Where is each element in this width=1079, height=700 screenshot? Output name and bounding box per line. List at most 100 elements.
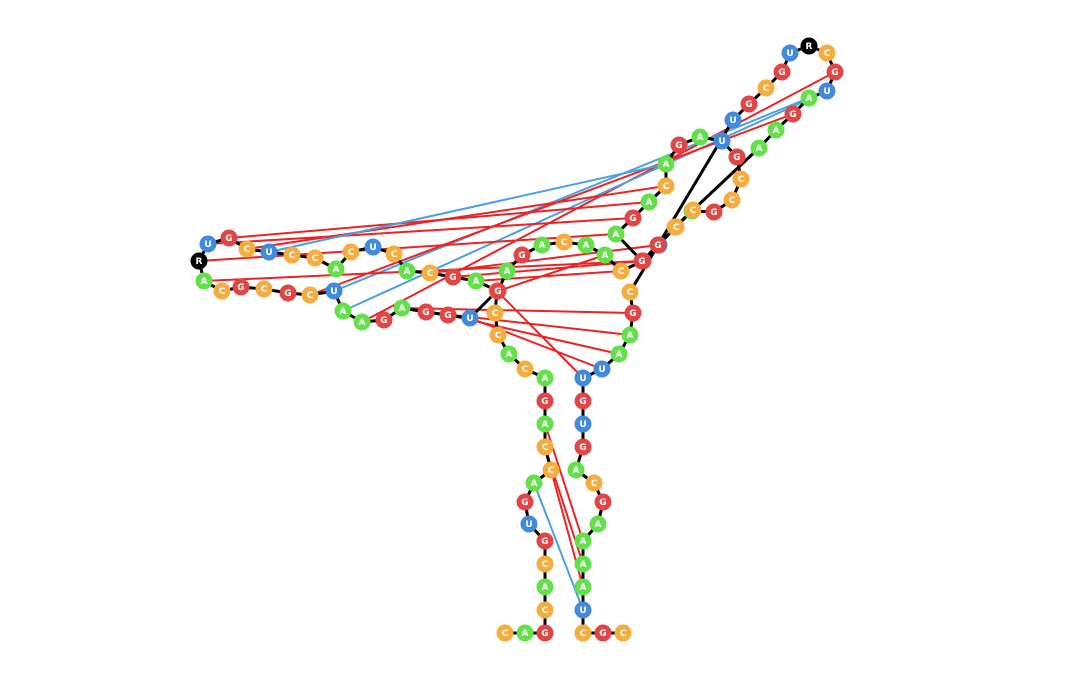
nucleotide-circle — [444, 268, 462, 286]
nucleotide-circle — [325, 282, 343, 300]
marker-circle — [190, 252, 208, 270]
nucleotide-C: C — [612, 262, 630, 280]
nucleotide-letter: G — [831, 68, 838, 78]
nucleotide-letter: A — [573, 466, 580, 476]
nucleotide-letter: G — [380, 316, 387, 326]
nucleotide-letter: G — [629, 309, 636, 319]
nucleotide-circle — [489, 326, 507, 344]
nucleotide-circle — [740, 95, 758, 113]
nucleotide-circle — [486, 304, 504, 322]
marker-circle — [800, 37, 818, 55]
nucleotide-circle — [393, 299, 411, 317]
nucleotide-letter: C — [618, 267, 625, 277]
nucleotide-C: C — [555, 233, 573, 251]
base-pair-bond — [268, 163, 667, 253]
nucleotide-circle — [574, 415, 592, 433]
nucleotide-letter: A — [616, 350, 623, 360]
nucleotide-G: G — [439, 306, 457, 324]
nucleotide-letter: G — [599, 629, 606, 639]
nucleotide-circle — [621, 283, 639, 301]
nucleotide-circle — [649, 236, 667, 254]
nucleotide-A: A — [657, 155, 675, 173]
nucleotide-letter: C — [495, 331, 502, 341]
nucleotide-circle — [574, 601, 592, 619]
nucleotide-A: A — [533, 236, 551, 254]
nucleotide-circle — [364, 238, 382, 256]
nucleotide-circle — [467, 272, 485, 290]
nucleotide-U: U — [520, 515, 538, 533]
nucleotide-letter: A — [580, 560, 587, 570]
nucleotide-letter: A — [506, 350, 513, 360]
nucleotide-C: C — [536, 438, 554, 456]
nucleotide-letter: U — [579, 420, 586, 430]
nucleotide-C: C — [238, 240, 256, 258]
base-pair-bond — [452, 260, 644, 278]
nucleotide-circle — [220, 229, 238, 247]
nucleotide-letter: U — [823, 87, 830, 97]
nucleotide-A: A — [353, 313, 371, 331]
nucleotide-letter: A — [613, 230, 620, 240]
nucleotide-G: G — [417, 303, 435, 321]
nucleotide-letter: C — [561, 238, 568, 248]
nucleotide-letter: U — [466, 314, 473, 324]
nucleotide-circle — [536, 369, 554, 387]
nucleotide-C: C — [757, 79, 775, 97]
nucleotide-letter: A — [583, 241, 590, 251]
nucleotide-circle — [520, 515, 538, 533]
nucleotide-circle — [818, 82, 836, 100]
base-pair-bond — [309, 113, 794, 296]
nucleotide-letter: C — [542, 560, 549, 570]
nucleotide-letter: G — [541, 629, 548, 639]
nucleotide-A: A — [767, 121, 785, 139]
nucleotide-C: C — [536, 601, 554, 619]
nucleotide-A: A — [467, 272, 485, 290]
nucleotide-circle — [417, 303, 435, 321]
nucleotide-circle — [260, 243, 278, 261]
nucleotide-letter: C — [824, 49, 831, 59]
nucleotide-U: U — [574, 369, 592, 387]
nucleotide-letter: U — [330, 287, 337, 297]
nucleotide-C: C — [818, 44, 836, 62]
nucleotide-circle — [375, 311, 393, 329]
nucleotide-letter: G — [745, 100, 752, 110]
nucleotide-letter: C — [261, 285, 268, 295]
nucleotide-U: U — [593, 360, 611, 378]
nucleotide-C: C — [342, 243, 360, 261]
nucleotide-U: U — [325, 282, 343, 300]
nucleotide-G: G — [489, 282, 507, 300]
base-pair-bond — [496, 290, 584, 379]
nucleotide-circle — [705, 203, 723, 221]
nucleotide-circle — [536, 438, 554, 456]
nucleotide-U: U — [781, 44, 799, 62]
nucleotide-A: A — [640, 193, 658, 211]
nucleotide-letter: G — [422, 308, 429, 318]
nucleotide-circle — [353, 313, 371, 331]
nucleotide-circle — [577, 236, 595, 254]
nucleotide-circle — [713, 132, 731, 150]
base-pair-bond — [333, 97, 810, 292]
nucleotide-G: G — [624, 304, 642, 322]
nucleotide-circle — [199, 235, 217, 253]
nucleotide-A: A — [800, 89, 818, 107]
nucleotide-circle — [633, 252, 651, 270]
nucleotide-letter: A — [359, 318, 366, 328]
nucleotide-circle — [667, 218, 685, 236]
base-pair-bond — [207, 217, 634, 245]
nucleotides: CAGCACGUGACCAGACACCCUGGAGAAUCGCGCACUGCUC… — [190, 37, 844, 642]
nucleotide-letter: C — [580, 629, 587, 639]
nucleotide-A: A — [334, 302, 352, 320]
nucleotide-letter: U — [598, 365, 605, 375]
nucleotide-A: A — [574, 532, 592, 550]
nucleotide-circle — [750, 139, 768, 157]
nucleotide-letter: C — [763, 84, 770, 94]
nucleotide-G: G — [220, 229, 238, 247]
nucleotide-A: A — [610, 345, 628, 363]
nucleotide-letter: C — [591, 479, 598, 489]
nucleotide-letter: G — [675, 141, 682, 151]
nucleotide-circle — [640, 193, 658, 211]
nucleotide-G: G — [574, 438, 592, 456]
nucleotide-circle — [767, 121, 785, 139]
nucleotide-G: G — [670, 136, 688, 154]
nucleotide-circle — [723, 191, 741, 209]
